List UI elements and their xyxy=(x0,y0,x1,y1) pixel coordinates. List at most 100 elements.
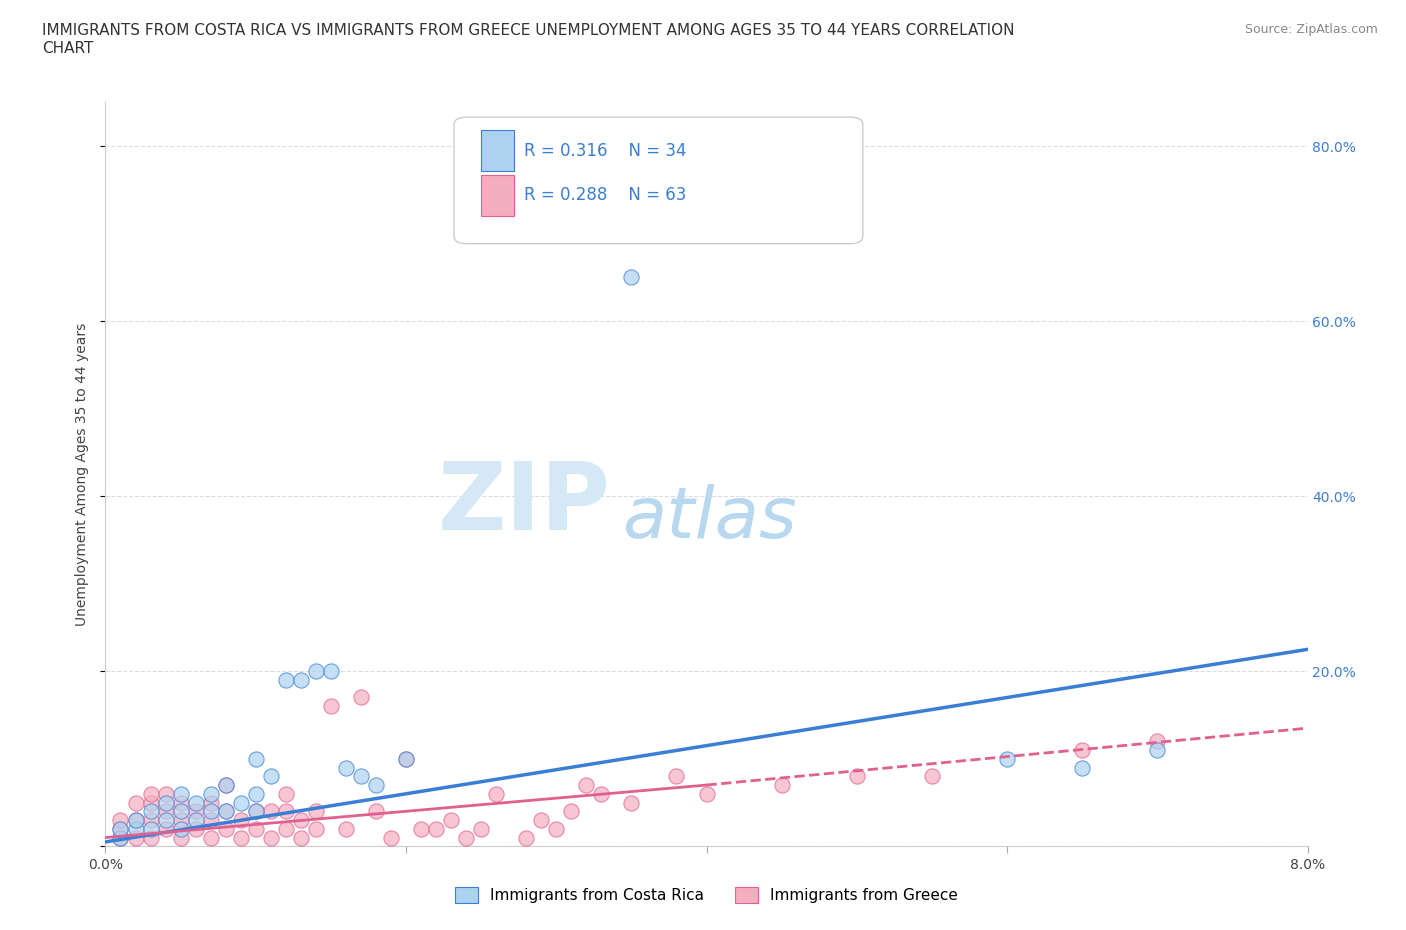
Point xyxy=(229,830,252,845)
Point xyxy=(229,795,252,810)
Point xyxy=(995,751,1018,766)
Point xyxy=(169,795,191,810)
Point xyxy=(305,804,328,818)
Point xyxy=(184,813,207,828)
Point xyxy=(395,751,418,766)
Bar xyxy=(481,130,515,171)
Point xyxy=(335,760,357,775)
Point xyxy=(274,804,297,818)
Point xyxy=(155,821,177,836)
Point xyxy=(546,821,568,836)
Point xyxy=(364,777,387,792)
Point xyxy=(124,795,146,810)
Text: atlas: atlas xyxy=(623,485,797,553)
Point xyxy=(245,804,267,818)
Point xyxy=(319,664,342,679)
Point xyxy=(124,813,146,828)
Point xyxy=(139,804,162,818)
Point xyxy=(139,821,162,836)
FancyBboxPatch shape xyxy=(454,117,863,244)
Point xyxy=(770,777,793,792)
Point xyxy=(214,777,236,792)
Point xyxy=(110,821,132,836)
Point xyxy=(214,777,236,792)
Point xyxy=(139,787,162,802)
Text: R = 0.288    N = 63: R = 0.288 N = 63 xyxy=(524,186,686,205)
Point xyxy=(124,830,146,845)
Point xyxy=(139,830,162,845)
Point xyxy=(319,698,342,713)
Point xyxy=(575,777,598,792)
Text: IMMIGRANTS FROM COSTA RICA VS IMMIGRANTS FROM GREECE UNEMPLOYMENT AMONG AGES 35 : IMMIGRANTS FROM COSTA RICA VS IMMIGRANTS… xyxy=(42,23,1015,56)
Point xyxy=(110,821,132,836)
Point xyxy=(274,821,297,836)
Point xyxy=(155,787,177,802)
Point xyxy=(1071,760,1094,775)
Point xyxy=(530,813,553,828)
Point xyxy=(169,830,191,845)
Point xyxy=(229,813,252,828)
Point xyxy=(485,787,508,802)
Point xyxy=(290,813,312,828)
Legend: Immigrants from Costa Rica, Immigrants from Greece: Immigrants from Costa Rica, Immigrants f… xyxy=(449,881,965,910)
Point xyxy=(139,795,162,810)
Point xyxy=(305,664,328,679)
Point xyxy=(409,821,432,836)
Point xyxy=(155,813,177,828)
Point xyxy=(245,804,267,818)
Point xyxy=(245,821,267,836)
Point xyxy=(169,813,191,828)
Point xyxy=(155,804,177,818)
Point xyxy=(169,821,191,836)
Point xyxy=(214,804,236,818)
Point xyxy=(350,769,373,784)
Point xyxy=(440,813,463,828)
Point xyxy=(364,804,387,818)
Point xyxy=(110,830,132,845)
Point xyxy=(200,787,222,802)
Point xyxy=(425,821,447,836)
Text: Source: ZipAtlas.com: Source: ZipAtlas.com xyxy=(1244,23,1378,36)
Point xyxy=(214,804,236,818)
Point xyxy=(260,769,283,784)
Point xyxy=(454,830,477,845)
Point xyxy=(110,830,132,845)
Point xyxy=(200,804,222,818)
Point xyxy=(169,787,191,802)
Point xyxy=(620,795,643,810)
Point xyxy=(184,795,207,810)
Point xyxy=(124,821,146,836)
Y-axis label: Unemployment Among Ages 35 to 44 years: Unemployment Among Ages 35 to 44 years xyxy=(75,323,89,626)
Point xyxy=(274,787,297,802)
Point xyxy=(515,830,537,845)
Point xyxy=(200,795,222,810)
Point xyxy=(110,813,132,828)
Point xyxy=(200,830,222,845)
Point xyxy=(1146,734,1168,749)
Point xyxy=(1146,742,1168,757)
Point xyxy=(245,787,267,802)
Point xyxy=(260,804,283,818)
Point xyxy=(274,672,297,687)
Point xyxy=(290,830,312,845)
Point xyxy=(214,821,236,836)
Point xyxy=(245,751,267,766)
Point xyxy=(124,813,146,828)
Point xyxy=(169,804,191,818)
Point xyxy=(620,270,643,285)
Point xyxy=(470,821,492,836)
Point xyxy=(184,821,207,836)
Point xyxy=(921,769,943,784)
Point xyxy=(139,813,162,828)
Point xyxy=(696,787,718,802)
Point xyxy=(335,821,357,836)
Point xyxy=(305,821,328,836)
Point xyxy=(290,672,312,687)
Point xyxy=(665,769,688,784)
Point xyxy=(184,804,207,818)
Text: ZIP: ZIP xyxy=(437,458,610,550)
Text: R = 0.316    N = 34: R = 0.316 N = 34 xyxy=(524,141,686,160)
Point xyxy=(260,830,283,845)
Point xyxy=(591,787,613,802)
Point xyxy=(380,830,402,845)
